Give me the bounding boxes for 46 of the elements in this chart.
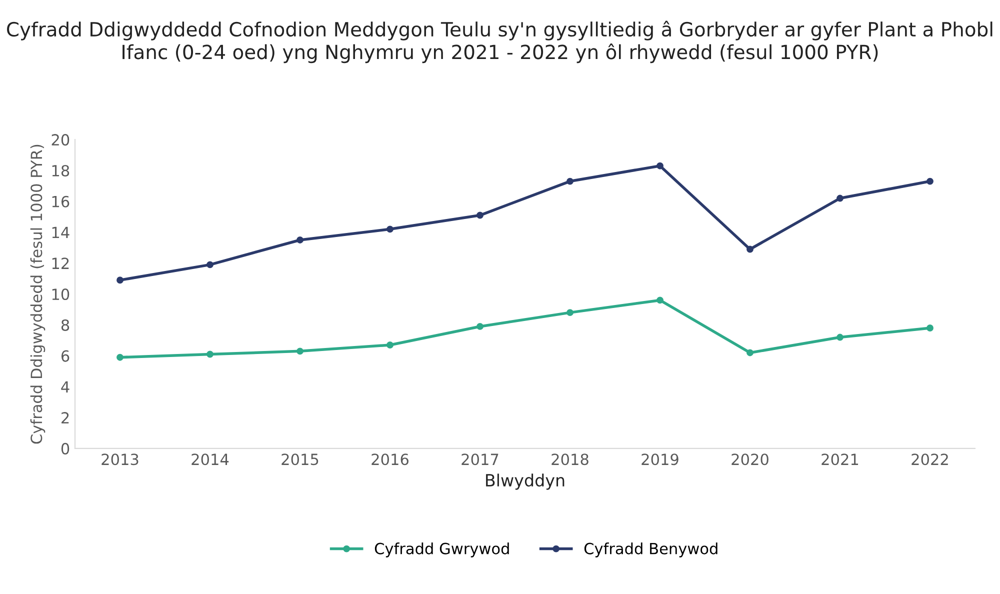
y-tick-label: 16 <box>52 196 70 208</box>
x-tick-label: 2014 <box>192 454 229 466</box>
point <box>566 178 574 185</box>
point <box>386 342 394 348</box>
point <box>926 324 934 332</box>
point <box>476 212 484 219</box>
x-axis-title: Blwyddyn <box>486 474 564 490</box>
x-tick-label: 2019 <box>642 454 678 466</box>
point <box>836 334 844 341</box>
point <box>296 348 304 355</box>
y-tick-label: 12 <box>52 258 69 269</box>
point <box>206 261 214 268</box>
y-tick-label: 0 <box>61 442 70 454</box>
y-tick-label: 20 <box>52 134 70 146</box>
y-tick-label: 8 <box>61 319 70 331</box>
point <box>296 236 304 244</box>
x-tick-label: 2017 <box>462 454 498 466</box>
point <box>386 226 394 233</box>
point <box>566 309 574 316</box>
point <box>116 276 124 284</box>
x-tick-label: 2021 <box>822 454 858 466</box>
legend-label: Cyfradd Benywod <box>584 542 718 558</box>
y-tick-label: 18 <box>52 164 70 176</box>
y-axis-title: Cyfradd Ddigwyddedd (fesul 1000 PYR) <box>30 144 46 444</box>
point <box>656 296 664 304</box>
point <box>836 194 844 202</box>
y-tick-label: 14 <box>52 226 70 238</box>
point <box>116 354 124 361</box>
x-tick-label: 2020 <box>732 454 768 466</box>
x-tick-label: 2022 <box>912 454 948 466</box>
x-tick-label: 2016 <box>372 454 408 466</box>
y-tick-label: 10 <box>52 288 70 300</box>
point <box>746 246 754 253</box>
point <box>926 178 934 185</box>
x-tick-label: 2015 <box>282 454 318 466</box>
x-tick-label: 2013 <box>102 454 138 466</box>
y-tick-label: 6 <box>61 350 70 362</box>
x-tick-label: 2018 <box>552 454 588 466</box>
y-tick-label: 2 <box>62 412 69 424</box>
point <box>746 349 754 356</box>
point <box>476 322 484 330</box>
point <box>206 350 214 358</box>
y-tick-label: 4 <box>61 381 70 392</box>
legend-label: Cyfradd Gwrywod <box>374 542 509 558</box>
chart-title: Cyfradd Ddigwyddedd Cofnodion Meddygon Teulu sy'n gysylltiedig â Gorbryder ar gyfer Plant a Phobl Ifanc (0-24 oed) yng Nghymru yn 2021 - 2022 yn ôl rhywedd (fesul 1000 PYR) <box>7 20 992 64</box>
point <box>656 162 664 170</box>
